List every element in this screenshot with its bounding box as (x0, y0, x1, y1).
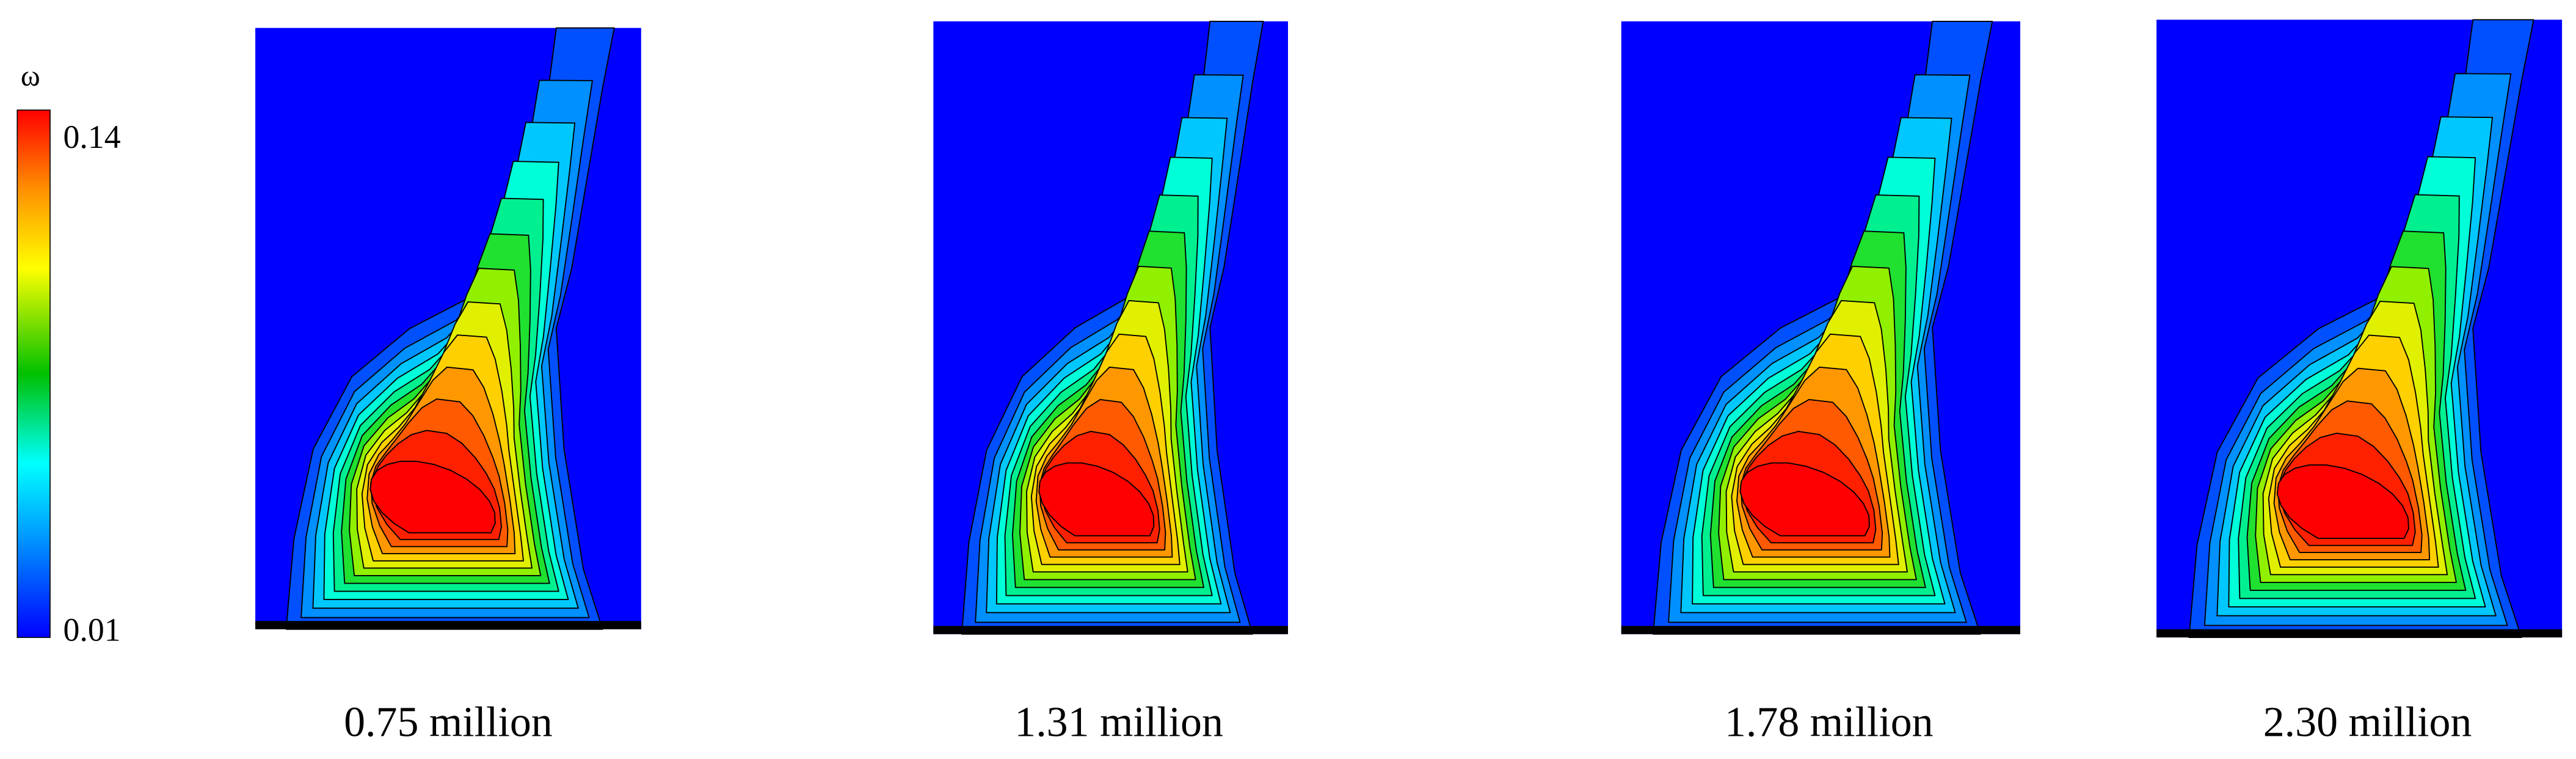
contour-panel (255, 27, 641, 630)
wall (933, 626, 1288, 634)
colorbar (16, 109, 51, 638)
wall (1621, 626, 2020, 634)
contour-panel (1621, 21, 2020, 635)
wall (255, 621, 641, 629)
colorbar-label: ω (21, 60, 40, 92)
contour-level (2276, 464, 2409, 539)
panel-label: 2.30 million (2263, 698, 2472, 746)
panels: 0.75 million 1.31 million 1.78 million 2.30… (255, 19, 2563, 746)
panel-label: 0.75 million (344, 698, 553, 746)
contour-level (1739, 462, 1870, 537)
contour-panel (933, 21, 1288, 635)
panel-label: 1.31 million (1014, 698, 1223, 746)
colorbar-max: 0.14 (64, 119, 121, 155)
contour-panel (2156, 19, 2563, 639)
contour-level (369, 460, 496, 534)
wall (2156, 629, 2563, 638)
colorbar-min: 0.01 (64, 611, 121, 648)
panel-label: 1.78 million (1725, 698, 1934, 746)
contour-level (1038, 462, 1155, 537)
